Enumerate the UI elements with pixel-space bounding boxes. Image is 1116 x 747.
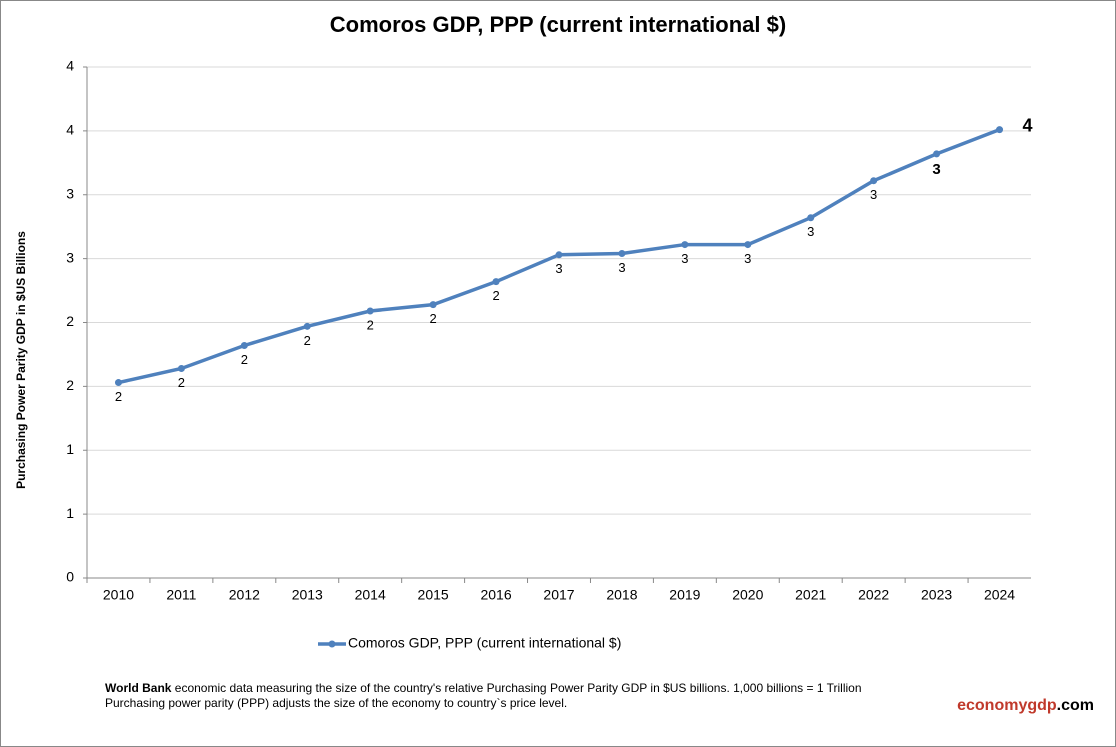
data-point (933, 150, 941, 158)
footer-line2: Purchasing power parity (PPP) adjusts th… (105, 696, 567, 710)
data-point (303, 322, 311, 330)
brand-suffix: .com (1057, 697, 1094, 714)
data-point (555, 251, 563, 259)
x-tick-label: 2023 (921, 587, 952, 603)
data-label: 3 (744, 251, 751, 266)
data-point (114, 379, 122, 387)
data-label: 4 (1023, 115, 1033, 135)
x-tick-label: 2024 (984, 587, 1015, 603)
data-point (492, 278, 500, 286)
plot-area: 0 1 1 2 2 3 3 4 4 2010 2011 2012 2013 2014 2015 2016 201… (66, 58, 1032, 651)
data-label: 2 (241, 352, 248, 367)
data-label: 3 (870, 187, 877, 202)
x-tick-label: 2013 (292, 587, 323, 603)
data-point (177, 364, 185, 372)
y-tick-label: 3 (66, 185, 74, 201)
brand-main: economygdp (957, 697, 1057, 714)
data-label: 2 (430, 311, 437, 326)
data-label: 3 (555, 261, 562, 276)
y-tick-label: 2 (66, 313, 74, 329)
footer-source: World Bank (105, 681, 172, 695)
legend-label: Comoros GDP, PPP (current international … (348, 635, 621, 651)
footer-text: economic data measuring the size of the … (171, 681, 861, 695)
data-point (996, 126, 1004, 134)
data-label: 2 (304, 333, 311, 348)
y-tick-label: 1 (66, 505, 74, 521)
data-label: 3 (681, 251, 688, 266)
legend-marker (328, 640, 336, 648)
x-tick-label: 2016 (480, 587, 511, 603)
x-tick-label: 2018 (606, 587, 637, 603)
chart-title: Comoros GDP, PPP (current international … (330, 12, 786, 37)
data-label: 2 (492, 288, 499, 303)
data-point (870, 177, 878, 185)
data-point (807, 214, 815, 222)
data-label: 3 (618, 260, 625, 275)
y-tick-label: 1 (66, 441, 74, 457)
y-tick-label: 3 (66, 249, 74, 265)
x-tick-label: 2022 (858, 587, 889, 603)
y-tick-label: 2 (66, 377, 74, 393)
data-point (429, 301, 437, 309)
y-tick-label: 4 (66, 58, 74, 74)
brand: economygdp.com (957, 697, 1094, 714)
x-tick-label: 2020 (732, 587, 763, 603)
data-point (240, 341, 248, 349)
footer-line1: World Bank economic data measuring the s… (105, 681, 862, 695)
x-tick-label: 2010 (103, 587, 134, 603)
y-axis-label: Purchasing Power Parity GDP in $US Billi… (14, 231, 28, 489)
data-label: 2 (115, 389, 122, 404)
data-point (618, 250, 626, 258)
y-tick-label: 0 (66, 569, 74, 585)
data-label: 3 (932, 161, 940, 178)
data-point (744, 241, 752, 249)
x-tick-label: 2021 (795, 587, 826, 603)
data-label: 2 (367, 317, 374, 332)
x-tick-label: 2011 (166, 587, 196, 603)
x-tick-label: 2014 (355, 587, 386, 603)
data-point (681, 241, 689, 249)
y-tick-label: 4 (66, 122, 74, 138)
data-label: 2 (178, 375, 185, 390)
x-tick-label: 2019 (669, 587, 700, 603)
data-point (366, 307, 374, 315)
x-tick-label: 2017 (543, 587, 574, 603)
x-tick-label: 2012 (229, 587, 260, 603)
x-tick-label: 2015 (418, 587, 449, 603)
data-label: 3 (807, 224, 814, 239)
